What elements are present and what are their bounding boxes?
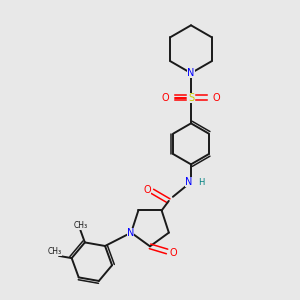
Text: H: H <box>198 178 204 187</box>
Text: O: O <box>169 248 177 258</box>
Text: O: O <box>143 184 151 195</box>
Text: S: S <box>188 93 194 103</box>
Text: N: N <box>184 177 192 187</box>
Text: CH₃: CH₃ <box>74 221 88 230</box>
Text: CH₃: CH₃ <box>48 247 62 256</box>
Text: O: O <box>212 93 220 103</box>
Text: N: N <box>127 228 134 238</box>
Text: N: N <box>187 68 195 78</box>
Text: O: O <box>162 93 169 103</box>
